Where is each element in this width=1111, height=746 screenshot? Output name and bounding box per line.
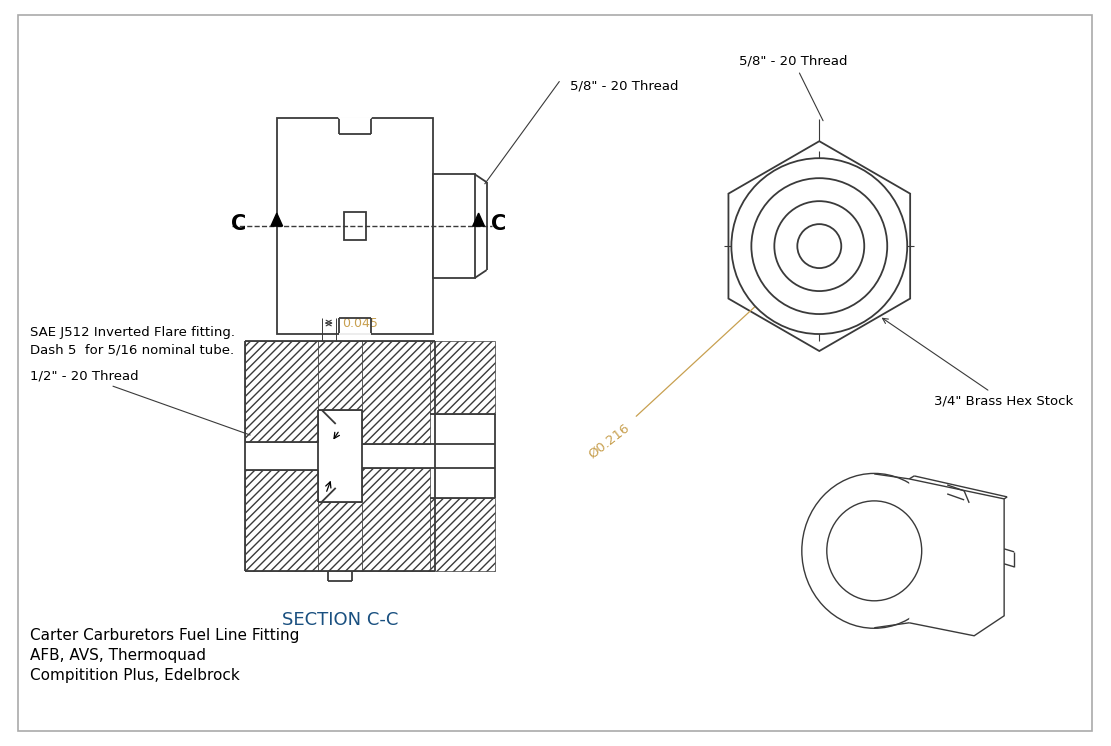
Text: 5/8" - 20 Thread: 5/8" - 20 Thread (739, 54, 848, 121)
Text: 1/2" - 20 Thread: 1/2" - 20 Thread (30, 369, 250, 435)
Ellipse shape (827, 501, 922, 601)
Text: Compitition Plus, Edelbrock: Compitition Plus, Edelbrock (30, 668, 240, 683)
Text: Carter Carburetors Fuel Line Fitting: Carter Carburetors Fuel Line Fitting (30, 628, 299, 643)
Text: AFB, AVS, Thermoquad: AFB, AVS, Thermoquad (30, 648, 206, 662)
Bar (244, 470, 318, 571)
Text: 0.045: 0.045 (342, 316, 378, 330)
Bar (343, 212, 366, 240)
Polygon shape (473, 213, 484, 226)
Text: SECTION C-C: SECTION C-C (281, 611, 398, 629)
Text: C: C (231, 214, 247, 234)
Text: SAE J512 Inverted Flare fitting.: SAE J512 Inverted Flare fitting. (30, 326, 234, 339)
Text: 3/4" Brass Hex Stock: 3/4" Brass Hex Stock (882, 319, 1073, 407)
Polygon shape (909, 479, 1004, 636)
Bar (430, 341, 494, 414)
Bar (432, 174, 474, 278)
Circle shape (731, 158, 908, 334)
Bar (318, 502, 362, 571)
Circle shape (774, 201, 864, 291)
Bar (339, 118, 371, 134)
Text: 5/8" - 20 Thread: 5/8" - 20 Thread (570, 80, 678, 93)
Bar (244, 341, 318, 442)
Polygon shape (729, 141, 910, 351)
Text: Dash 5  for 5/16 nominal tube.: Dash 5 for 5/16 nominal tube. (30, 343, 234, 356)
Ellipse shape (802, 474, 947, 628)
Circle shape (798, 224, 841, 268)
Bar (277, 118, 432, 334)
Text: Ø0.216: Ø0.216 (587, 264, 801, 461)
Bar (430, 498, 494, 571)
Polygon shape (271, 213, 282, 226)
Bar (318, 341, 362, 410)
Bar (362, 341, 430, 444)
Circle shape (751, 178, 888, 314)
Text: C: C (491, 214, 507, 234)
Bar (362, 468, 430, 571)
